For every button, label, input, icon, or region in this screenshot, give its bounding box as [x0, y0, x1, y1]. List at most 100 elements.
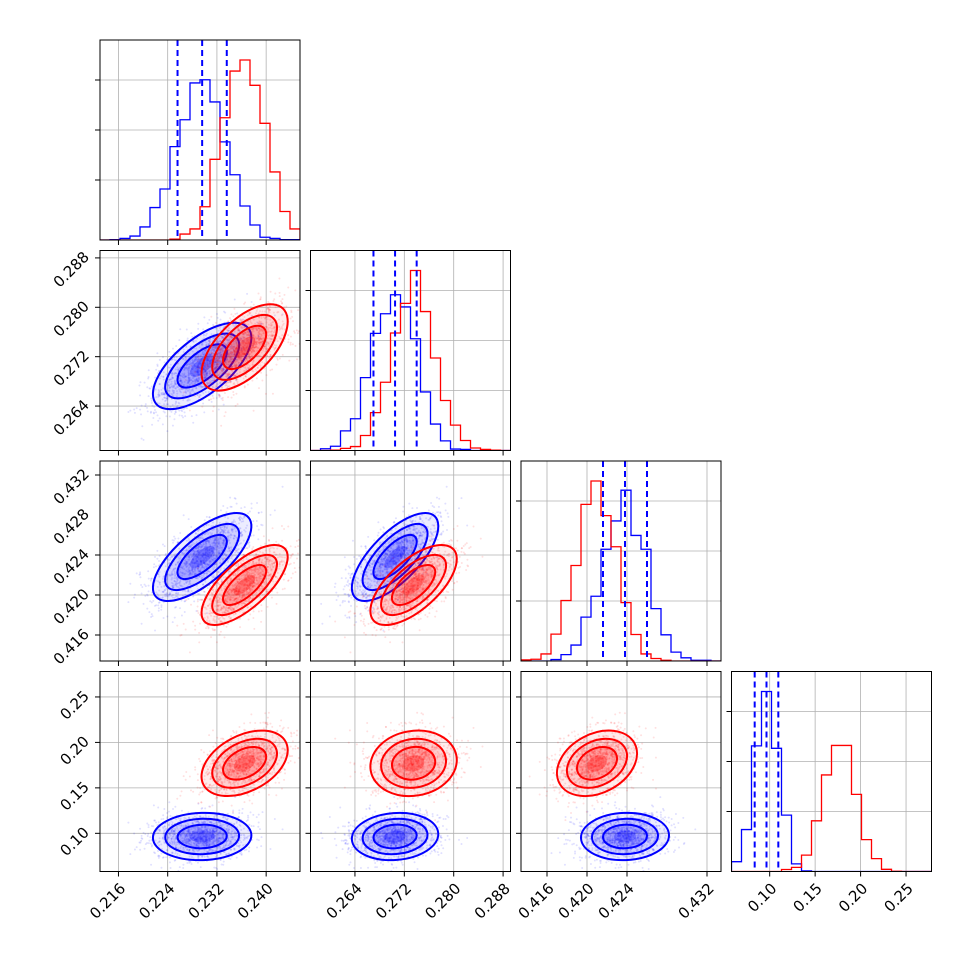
scatter-point	[284, 573, 287, 576]
scatter-point	[261, 340, 264, 343]
scatter-point	[205, 565, 208, 568]
scatter-point	[211, 394, 214, 397]
scatter-point	[243, 595, 246, 598]
scatter-point	[283, 306, 286, 309]
scatter-point	[222, 505, 225, 508]
scatter-point	[259, 337, 262, 340]
scatter-point	[246, 336, 249, 339]
scatter-point	[183, 380, 186, 383]
scatter-point	[204, 365, 207, 368]
scatter-point	[235, 338, 238, 341]
scatter-point	[258, 321, 261, 324]
scatter-point	[247, 334, 250, 337]
scatter-point	[164, 595, 167, 598]
scatter-point	[239, 580, 242, 583]
scatter-point	[216, 383, 219, 386]
scatter-point	[226, 339, 229, 342]
scatter-point	[303, 279, 305, 281]
scatter-point	[175, 359, 178, 362]
scatter-point	[222, 557, 225, 560]
scatter-point	[246, 340, 249, 343]
scatter-point	[181, 567, 184, 570]
scatter-point	[232, 315, 235, 318]
scatter-point	[171, 555, 174, 558]
scatter-point	[210, 560, 213, 563]
scatter-point	[195, 414, 198, 417]
scatter-point	[246, 342, 249, 345]
scatter-point	[240, 533, 243, 536]
scatter-point	[151, 615, 154, 618]
scatter-point	[202, 552, 205, 555]
scatter-point	[250, 572, 253, 575]
scatter-point	[260, 523, 263, 526]
scatter-point	[211, 542, 214, 545]
scatter-point	[261, 329, 264, 332]
scatter-point	[275, 540, 278, 543]
scatter-point	[293, 567, 296, 570]
scatter-point	[195, 559, 198, 562]
scatter-point	[204, 348, 207, 351]
scatter-point	[227, 381, 230, 384]
scatter-point	[294, 289, 297, 292]
scatter-point	[174, 371, 177, 374]
scatter-point	[147, 570, 150, 573]
scatter-point	[281, 327, 284, 330]
scatter-point	[203, 566, 206, 569]
scatter-point	[240, 349, 243, 352]
scatter-point	[219, 349, 222, 352]
scatter-point	[206, 546, 209, 549]
scatter-point	[198, 367, 201, 370]
scatter-point	[280, 325, 283, 328]
scatter-point	[250, 334, 253, 337]
scatter-point	[218, 598, 221, 601]
scatter-point	[188, 365, 191, 368]
scatter-point	[171, 586, 174, 589]
scatter-point	[151, 404, 154, 407]
scatter-point	[203, 558, 206, 561]
scatter-point	[174, 387, 177, 390]
scatter-point	[185, 388, 188, 391]
scatter-point	[205, 554, 208, 557]
scatter-point	[179, 566, 182, 569]
scatter-point	[265, 374, 268, 377]
scatter-point	[203, 333, 206, 336]
scatter-point	[221, 344, 224, 347]
scatter-point	[228, 539, 231, 542]
scatter-point	[242, 559, 245, 562]
scatter-point	[245, 573, 248, 576]
scatter-point	[217, 605, 220, 608]
scatter-point	[241, 592, 244, 595]
scatter-point	[158, 583, 161, 586]
scatter-point	[216, 545, 219, 548]
scatter-point	[218, 395, 221, 398]
scatter-point	[312, 552, 314, 554]
scatter-point	[250, 327, 253, 330]
scatter-point	[262, 349, 265, 352]
scatter-point	[260, 577, 263, 580]
scatter-point	[260, 317, 263, 320]
scatter-point	[192, 553, 195, 556]
scatter-point	[219, 568, 222, 571]
scatter-point	[213, 377, 216, 380]
scatter-point	[304, 542, 306, 544]
scatter-point	[259, 323, 262, 326]
scatter-point	[213, 541, 216, 544]
scatter-point	[219, 355, 222, 358]
scatter-point	[207, 549, 210, 552]
scatter-point	[197, 363, 200, 366]
scatter-point	[247, 352, 250, 355]
scatter-point	[205, 540, 208, 543]
scatter-point	[235, 358, 238, 361]
scatter-point	[257, 322, 260, 325]
scatter-point	[188, 379, 191, 382]
scatter-point	[188, 391, 191, 394]
scatter-point	[241, 359, 244, 362]
scatter-point	[214, 367, 217, 370]
scatter-point	[244, 566, 247, 569]
scatter-point	[231, 333, 234, 336]
scatter-point	[233, 325, 236, 328]
scatter-point	[216, 359, 219, 362]
scatter-point	[278, 552, 281, 555]
scatter-point	[262, 568, 265, 571]
scatter-point	[156, 549, 159, 552]
